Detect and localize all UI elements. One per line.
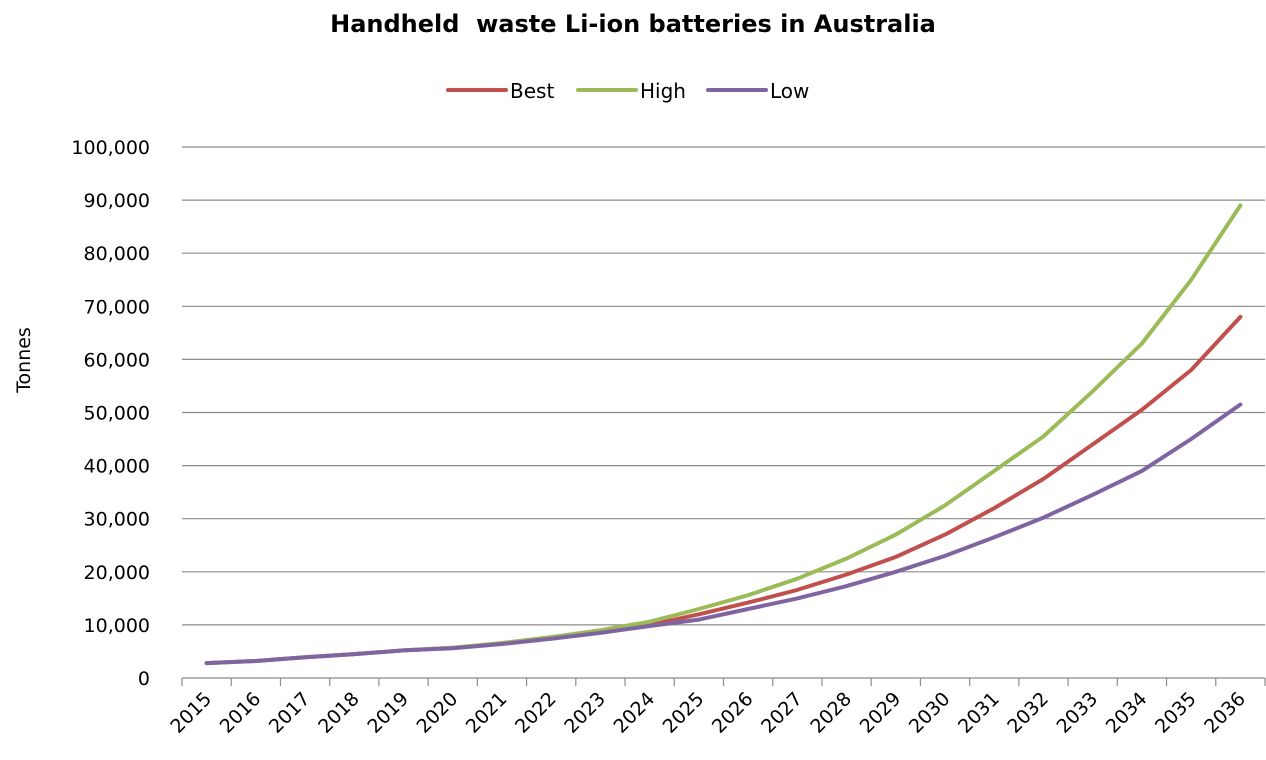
y-axis-label: Tonnes	[13, 327, 35, 394]
x-tick-label: 2023	[560, 688, 610, 738]
x-tick-label: 2026	[708, 688, 758, 738]
x-tick-label: 2031	[954, 688, 1004, 738]
y-tick-label: 40,000	[84, 456, 150, 478]
x-tick-label: 2021	[462, 688, 512, 738]
x-tick-label: 2033	[1052, 688, 1102, 738]
x-tick-label: 2019	[363, 688, 413, 738]
x-tick-label: 2015	[166, 688, 216, 738]
x-tick-label: 2030	[905, 688, 955, 738]
x-tick-label: 2022	[511, 688, 561, 738]
y-tick-label: 0	[138, 668, 150, 690]
y-tick-label: 60,000	[84, 349, 150, 371]
x-tick-label: 2016	[216, 688, 266, 738]
series-line-low	[204, 402, 1243, 666]
y-tick-label: 80,000	[84, 243, 150, 265]
series-line-high	[204, 203, 1243, 666]
legend-label-low: Low	[770, 79, 809, 103]
x-tick-label: 2027	[757, 688, 807, 738]
legend-label-high: High	[640, 79, 686, 103]
x-tick-label: 2025	[659, 688, 709, 738]
chart-title: Handheld waste Li-ion batteries in Austr…	[330, 10, 936, 38]
x-tick-label: 2020	[413, 688, 463, 738]
x-tick-label: 2035	[1151, 688, 1201, 738]
legend-label-best: Best	[510, 79, 554, 103]
x-tick-label: 2028	[806, 688, 856, 738]
y-tick-label: 70,000	[84, 296, 150, 318]
y-tick-label: 90,000	[84, 190, 150, 212]
series-line-best	[204, 314, 1243, 666]
x-tick-label: 2034	[1102, 688, 1152, 738]
y-tick-label: 10,000	[84, 615, 150, 637]
y-tick-label: 50,000	[84, 403, 150, 425]
y-tick-label: 30,000	[84, 509, 150, 531]
x-tick-label: 2036	[1200, 688, 1250, 738]
y-tick-label: 100,000	[71, 137, 150, 159]
x-tick-label: 2017	[265, 688, 315, 738]
x-tick-label: 2024	[609, 688, 659, 738]
x-tick-label: 2018	[314, 688, 364, 738]
y-tick-label: 20,000	[84, 562, 150, 584]
x-tick-label: 2032	[1003, 688, 1053, 738]
x-tick-label: 2029	[856, 688, 906, 738]
